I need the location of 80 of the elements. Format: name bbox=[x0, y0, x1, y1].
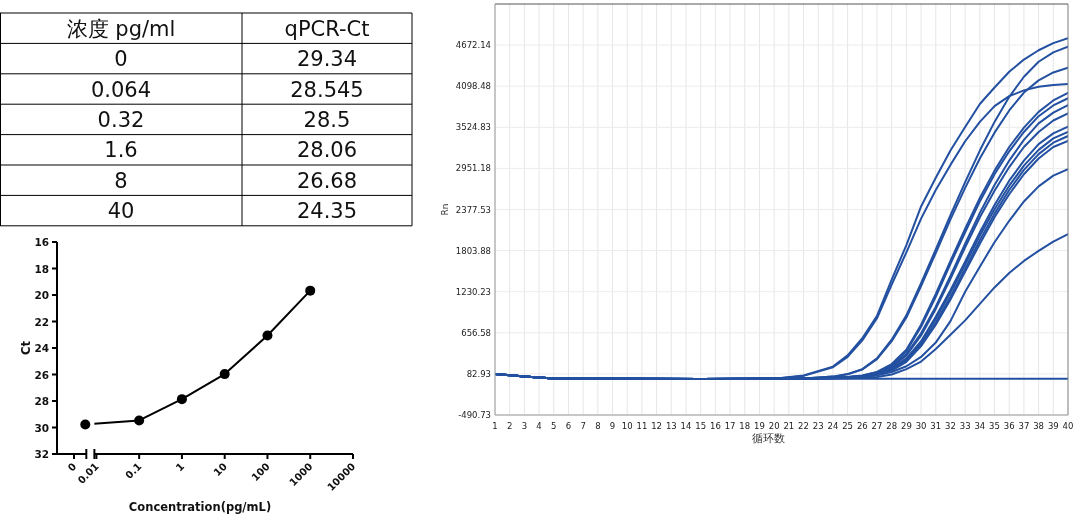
x-tick-label: 7 bbox=[580, 421, 586, 431]
x-tick-label: 19 bbox=[754, 421, 765, 431]
category-label: 40 bbox=[107, 199, 135, 224]
x-tick-label: 9 bbox=[609, 421, 616, 431]
y-tick-label: 18 bbox=[34, 262, 49, 275]
x-tick-label: 32 bbox=[945, 421, 956, 431]
x-tick-label: 23 bbox=[812, 421, 824, 431]
y-tick-label: 16 bbox=[34, 236, 49, 248]
category-label: 1.6 bbox=[104, 138, 138, 163]
data-label: 28.545 bbox=[290, 77, 364, 102]
x-tick-label: 0.1 bbox=[123, 460, 144, 481]
x-tick-label: 34 bbox=[974, 421, 986, 431]
y-tick-label: 2951.18 bbox=[455, 163, 491, 174]
x-tick-label: 21 bbox=[783, 421, 795, 431]
x-tick-label: 17 bbox=[724, 421, 736, 431]
x-tick-label: 36 bbox=[1003, 421, 1015, 431]
x-tick-label: 35 bbox=[989, 421, 1000, 431]
data-label: 29.34 bbox=[296, 47, 358, 72]
data-label: 24.35 bbox=[296, 199, 358, 224]
x-tick-label: 18 bbox=[739, 421, 751, 431]
y-tick-label: 1803.88 bbox=[455, 245, 491, 256]
x-tick-label: 29 bbox=[900, 421, 912, 431]
x-axis-title: Concentration(pg/mL) bbox=[128, 500, 272, 514]
text: 浓度 pg/ml bbox=[66, 16, 176, 41]
x-tick-label: 14 bbox=[680, 421, 692, 431]
y-tick-label: 28 bbox=[34, 395, 49, 407]
text: qPCR-Ct bbox=[284, 16, 370, 41]
y-tick-label: 4098.48 bbox=[455, 81, 491, 92]
y-tick-label: -490.73 bbox=[458, 410, 491, 420]
x-tick-label: 6 bbox=[565, 421, 572, 431]
x-axis-title: 循环数 bbox=[752, 432, 785, 445]
y-tick-label: 656.58 bbox=[461, 327, 491, 338]
x-tick-label: 37 bbox=[1018, 421, 1030, 431]
x-tick-label: 25 bbox=[842, 421, 854, 431]
x-tick-label: 1 bbox=[492, 421, 498, 431]
category-label: 0 bbox=[114, 47, 128, 72]
y-tick-label: 3524.83 bbox=[455, 122, 491, 133]
x-tick-label: 22 bbox=[798, 421, 809, 431]
x-tick-label: 5 bbox=[551, 421, 557, 431]
x-tick-label: 8 bbox=[595, 421, 601, 431]
x-tick-label: 1 bbox=[173, 460, 187, 474]
x-tick-label: 10 bbox=[621, 421, 633, 431]
x-tick-label: 10 bbox=[211, 460, 230, 479]
x-tick-label: 38 bbox=[1033, 421, 1045, 431]
y-tick-label: 26 bbox=[34, 368, 49, 381]
category-label: 0.064 bbox=[90, 77, 152, 102]
x-tick-label: 12 bbox=[651, 421, 663, 431]
x-tick-label: 4 bbox=[536, 421, 542, 431]
category-label: 0.32 bbox=[97, 107, 145, 132]
x-tick-label: 27 bbox=[871, 421, 883, 431]
x-tick-label: 26 bbox=[856, 421, 868, 431]
x-tick-label: 15 bbox=[695, 421, 707, 431]
y-tick-label: 22 bbox=[34, 315, 49, 328]
x-tick-label: 33 bbox=[959, 421, 971, 431]
x-tick-label: 24 bbox=[827, 421, 839, 431]
x-tick-label: 20 bbox=[768, 421, 780, 431]
x-tick-label: 11 bbox=[636, 421, 648, 431]
x-tick-label: 16 bbox=[709, 421, 721, 431]
x-tick-label: 39 bbox=[1047, 421, 1059, 431]
x-tick-label: 30 bbox=[915, 421, 927, 431]
y-axis-title: Rn bbox=[440, 203, 450, 216]
data-label: 26.68 bbox=[296, 168, 358, 193]
x-tick-label: 31 bbox=[930, 421, 942, 431]
data-label: 28.5 bbox=[303, 107, 351, 132]
y-tick-label: 1230.23 bbox=[455, 286, 491, 297]
y-tick-label: 20 bbox=[34, 289, 49, 301]
x-tick-label: 2 bbox=[506, 421, 513, 431]
category-label: 8 bbox=[114, 168, 128, 193]
x-tick-label: 40 bbox=[1062, 421, 1074, 431]
x-tick-label: 3 bbox=[521, 421, 528, 431]
y-tick-label: 24 bbox=[34, 342, 49, 354]
x-tick-label: 13 bbox=[665, 421, 677, 431]
x-tick-label: 0 bbox=[65, 460, 79, 474]
y-tick-label: 2377.53 bbox=[455, 204, 491, 215]
y-tick-label: 82.93 bbox=[466, 368, 491, 379]
data-label: 28.06 bbox=[296, 138, 358, 163]
x-tick-label: 28 bbox=[886, 421, 898, 431]
y-tick-label: 32 bbox=[34, 448, 49, 460]
y-axis-title: Ct bbox=[19, 340, 33, 355]
y-tick-label: 4672.14 bbox=[455, 40, 491, 51]
